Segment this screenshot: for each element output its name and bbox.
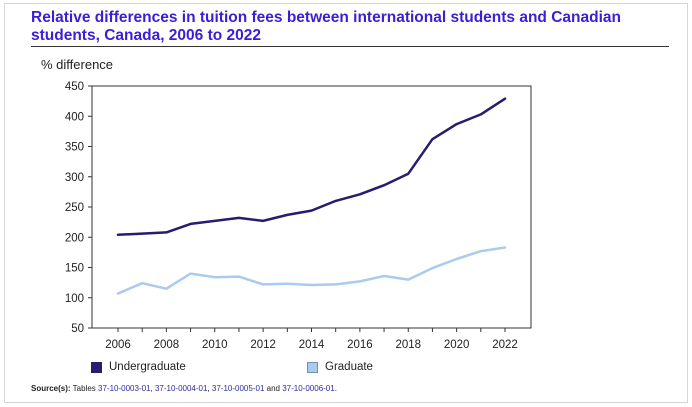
x-tick-label: 2006 [105, 339, 131, 351]
source-link-table-1[interactable]: 37-10-0003-01 [98, 384, 151, 393]
x-tick-label: 2016 [347, 339, 373, 351]
source-sep-2: , [207, 384, 210, 393]
legend-label-graduate: Graduate [325, 361, 373, 373]
series-line-undergraduate [116, 97, 507, 237]
source-link-table-4[interactable]: 37-10-0006-01 [282, 384, 335, 393]
x-tick-label: 2020 [444, 339, 470, 351]
plot-area [91, 85, 532, 329]
legend-swatch-graduate [307, 361, 318, 373]
source-end: . [334, 384, 337, 393]
y-tick-label: 250 [65, 202, 84, 214]
y-tick-label: 400 [65, 111, 84, 123]
source-prefix: Tables [72, 384, 96, 393]
source-link-table-3[interactable]: 37-10-0005-01 [211, 384, 265, 393]
y-axis-label: % difference [41, 57, 114, 72]
x-tick-label: 2010 [202, 339, 228, 351]
source-label: Source(s): [31, 384, 71, 393]
y-tick-label: 450 [65, 81, 84, 93]
x-tick-label: 2008 [154, 339, 180, 351]
series-line-graduate [116, 246, 507, 295]
source-sep-3: and [266, 384, 280, 393]
x-tick-label: 2018 [395, 339, 421, 351]
legend-label-undergraduate: Undergraduate [109, 361, 186, 373]
y-tick-label: 200 [65, 232, 84, 244]
x-tick-label: 2012 [250, 339, 276, 351]
legend-item-graduate: Graduate [307, 360, 373, 374]
legend-swatch-undergraduate [91, 361, 102, 373]
title-divider [31, 46, 669, 47]
chart-frame [4, 3, 688, 403]
source-note: Source(s): Tables 37-10-0003-01, 37-10-0… [31, 384, 337, 393]
x-tick-label: 2022 [492, 339, 518, 351]
y-tick-label: 300 [65, 172, 84, 184]
legend-item-undergraduate: Undergraduate [91, 360, 186, 374]
x-tick-label: 2014 [299, 339, 325, 351]
y-tick-label: 100 [65, 293, 84, 305]
source-link-table-2[interactable]: 37-10-0004-01 [154, 384, 208, 393]
y-tick-label: 50 [71, 323, 84, 335]
y-tick-label: 350 [65, 142, 84, 154]
y-tick-label: 150 [65, 263, 84, 275]
source-sep-1: , [150, 384, 153, 393]
chart-title: Relative differences in tuition fees bet… [31, 9, 621, 44]
